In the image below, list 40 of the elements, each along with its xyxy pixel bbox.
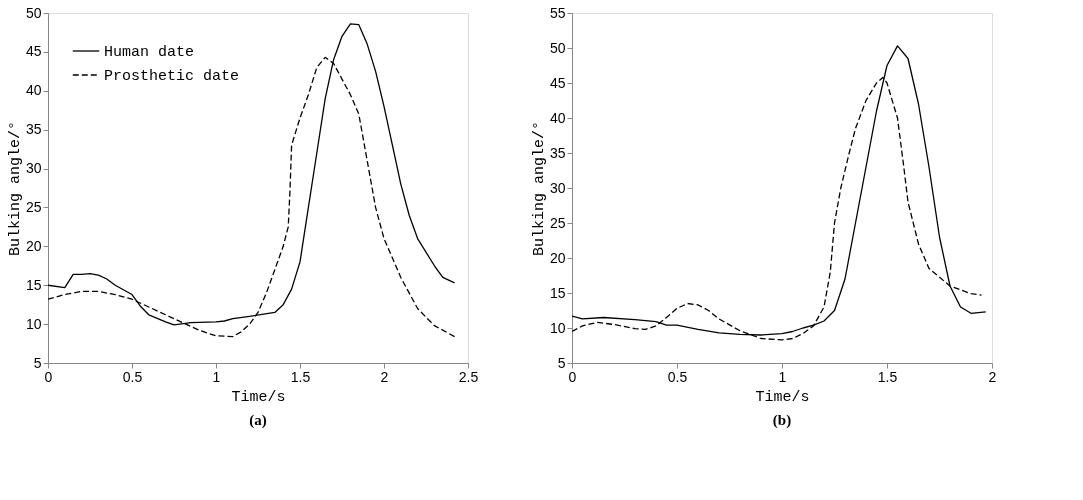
x-tick-label: 1.5 [290, 368, 311, 385]
x-tick-label: 1 [212, 368, 221, 385]
y-tick-label: 45 [549, 74, 566, 91]
y-tick-label: 50 [25, 4, 42, 21]
y-tick-label: 15 [549, 284, 566, 301]
x-tick-label: 0 [568, 368, 577, 385]
x-axis-title: Time/s [755, 388, 810, 406]
legend-label: Prosthetic date [104, 68, 240, 85]
x-tick-label: 2.5 [458, 368, 479, 385]
x-tick-label: 0 [44, 368, 53, 385]
x-tick-label: 2 [988, 368, 997, 385]
y-tick-label: 30 [549, 179, 566, 196]
y-tick-label: 10 [549, 319, 566, 336]
y-tick-label: 50 [549, 39, 566, 56]
y-tick-label: 40 [549, 109, 566, 126]
y-tick-label: 30 [25, 160, 42, 177]
x-tick-label: 0.5 [667, 368, 688, 385]
y-axis-title: Bulking angle/° [530, 120, 548, 257]
y-tick-label: 20 [25, 237, 42, 254]
text: (a) [249, 412, 267, 429]
y-tick-label: 25 [25, 198, 42, 215]
y-tick-label: 45 [25, 43, 42, 60]
y-tick-label: 35 [549, 144, 566, 161]
text: (b) [772, 412, 792, 429]
y-tick-label: 20 [549, 249, 566, 266]
y-tick-label: 25 [549, 214, 566, 231]
x-tick-label: 2 [380, 368, 389, 385]
x-axis-title: Time/s [231, 388, 286, 406]
y-tick-label: 5 [33, 354, 42, 371]
y-tick-label: 40 [25, 82, 42, 99]
y-axis-title: Bulking angle/° [6, 120, 24, 257]
x-tick-label: 0.5 [122, 368, 143, 385]
x-tick-label: 1.5 [877, 368, 898, 385]
y-tick-label: 35 [25, 121, 42, 138]
x-tick-label: 1 [778, 368, 787, 385]
y-tick-label: 15 [25, 276, 42, 293]
y-tick-label: 10 [25, 315, 42, 332]
y-tick-label: 5 [557, 354, 566, 371]
legend-label: Human date [104, 44, 195, 61]
y-tick-label: 55 [549, 4, 566, 21]
